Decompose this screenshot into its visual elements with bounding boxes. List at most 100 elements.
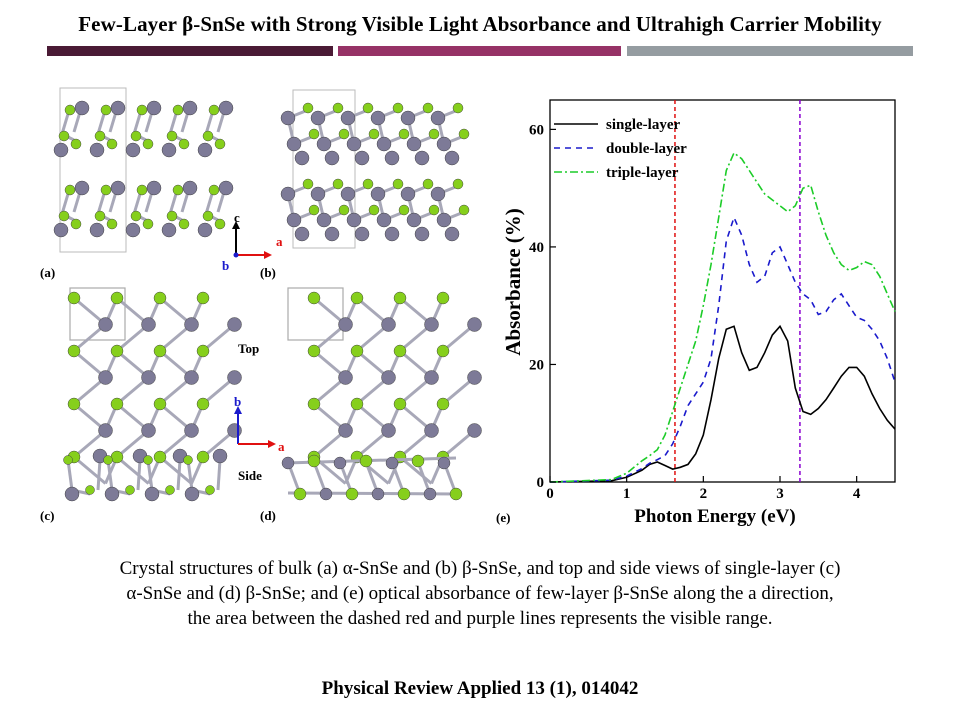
sn-atom bbox=[319, 487, 333, 501]
bond bbox=[96, 113, 106, 135]
sn-atom bbox=[376, 136, 392, 152]
unit-cell bbox=[59, 87, 127, 253]
sn-atom bbox=[184, 486, 200, 502]
sn-atom bbox=[64, 486, 80, 502]
axis-label-b2: b bbox=[234, 394, 241, 409]
sn-atom bbox=[338, 423, 353, 438]
sn-atom bbox=[436, 136, 452, 152]
bond bbox=[66, 459, 74, 491]
se-atom bbox=[166, 130, 178, 142]
sn-atom bbox=[286, 136, 302, 152]
sn-atom bbox=[310, 186, 326, 202]
sn-atom bbox=[53, 222, 69, 238]
sn-atom bbox=[98, 317, 113, 332]
sn-atom bbox=[406, 212, 422, 228]
se-atom bbox=[449, 487, 463, 501]
bond bbox=[159, 455, 193, 485]
se-atom bbox=[368, 128, 380, 140]
x-tick-label: 2 bbox=[700, 486, 708, 502]
bond bbox=[204, 113, 214, 135]
sn-atom bbox=[89, 142, 105, 158]
sn-atom bbox=[110, 180, 126, 196]
bond bbox=[116, 455, 150, 485]
se-atom bbox=[178, 218, 190, 230]
se-atom bbox=[308, 128, 320, 140]
sn-atom bbox=[370, 186, 386, 202]
sn-atom bbox=[370, 110, 386, 126]
se-atom bbox=[392, 102, 404, 114]
bond bbox=[144, 111, 154, 133]
se-atom bbox=[345, 487, 359, 501]
se-atom bbox=[166, 210, 178, 222]
bond bbox=[108, 111, 118, 133]
axis-label-a: a bbox=[276, 234, 283, 249]
se-atom bbox=[392, 178, 404, 190]
bond bbox=[180, 191, 190, 213]
se-atom bbox=[350, 397, 364, 411]
y-tick-label: 40 bbox=[529, 240, 544, 256]
axis-triad-ab bbox=[232, 221, 272, 259]
se-atom bbox=[208, 184, 220, 196]
view-label-side: Side bbox=[238, 468, 262, 483]
legend-label-triple-layer: triple-layer bbox=[606, 165, 679, 181]
panel-label-d: (d) bbox=[260, 508, 276, 523]
sn-atom bbox=[430, 110, 446, 126]
y-tick-label: 20 bbox=[529, 357, 544, 373]
bond bbox=[168, 113, 178, 135]
se-atom bbox=[214, 138, 226, 150]
x-tick-label: 3 bbox=[776, 486, 784, 502]
se-atom bbox=[153, 344, 167, 358]
se-atom bbox=[172, 184, 184, 196]
se-atom bbox=[100, 184, 112, 196]
se-atom bbox=[362, 102, 374, 114]
se-atom bbox=[94, 130, 106, 142]
se-atom bbox=[428, 204, 440, 216]
se-atom bbox=[70, 218, 82, 230]
se-atom bbox=[393, 397, 407, 411]
sn-atom bbox=[182, 180, 198, 196]
se-atom bbox=[153, 397, 167, 411]
series-line-single-layer bbox=[549, 324, 896, 483]
sn-atom bbox=[381, 370, 396, 385]
se-atom bbox=[308, 204, 320, 216]
slide-title: Few-Layer β-SnSe with Strong Visible Lig… bbox=[78, 12, 882, 36]
se-atom bbox=[58, 130, 70, 142]
bond bbox=[216, 459, 222, 491]
sn-atom bbox=[74, 100, 90, 116]
unit-cell bbox=[292, 89, 356, 249]
sn-atom bbox=[110, 100, 126, 116]
se-atom bbox=[458, 204, 470, 216]
caption-line-2: α-SnSe and (d) β-SnSe; and (e) optical a… bbox=[126, 583, 834, 604]
se-atom bbox=[428, 128, 440, 140]
se-atom bbox=[452, 102, 464, 114]
sn-atom bbox=[104, 486, 120, 502]
sn-atom bbox=[333, 456, 347, 470]
bond bbox=[216, 111, 226, 133]
se-atom bbox=[165, 485, 175, 495]
se-atom bbox=[302, 102, 314, 114]
sn-atom bbox=[218, 100, 234, 116]
se-atom bbox=[397, 487, 411, 501]
bond bbox=[204, 193, 214, 215]
se-atom bbox=[436, 344, 450, 358]
se-atom bbox=[110, 291, 124, 305]
se-atom bbox=[302, 178, 314, 190]
x-tick-label: 0 bbox=[546, 486, 554, 502]
sn-atom bbox=[444, 150, 460, 166]
se-atom bbox=[196, 291, 210, 305]
se-atom bbox=[205, 485, 215, 495]
bond bbox=[108, 191, 118, 213]
se-atom bbox=[350, 291, 364, 305]
panel-b-structure bbox=[280, 89, 470, 249]
header-bar-3 bbox=[627, 46, 913, 56]
se-atom bbox=[58, 210, 70, 222]
bond bbox=[60, 113, 70, 135]
bond bbox=[60, 193, 70, 215]
panel-c-side-structure bbox=[63, 448, 228, 502]
sn-atom bbox=[144, 486, 160, 502]
sn-atom bbox=[197, 142, 213, 158]
sn-atom bbox=[340, 110, 356, 126]
sn-atom bbox=[184, 370, 199, 385]
panel-c-structure bbox=[67, 287, 242, 485]
sn-atom bbox=[89, 222, 105, 238]
